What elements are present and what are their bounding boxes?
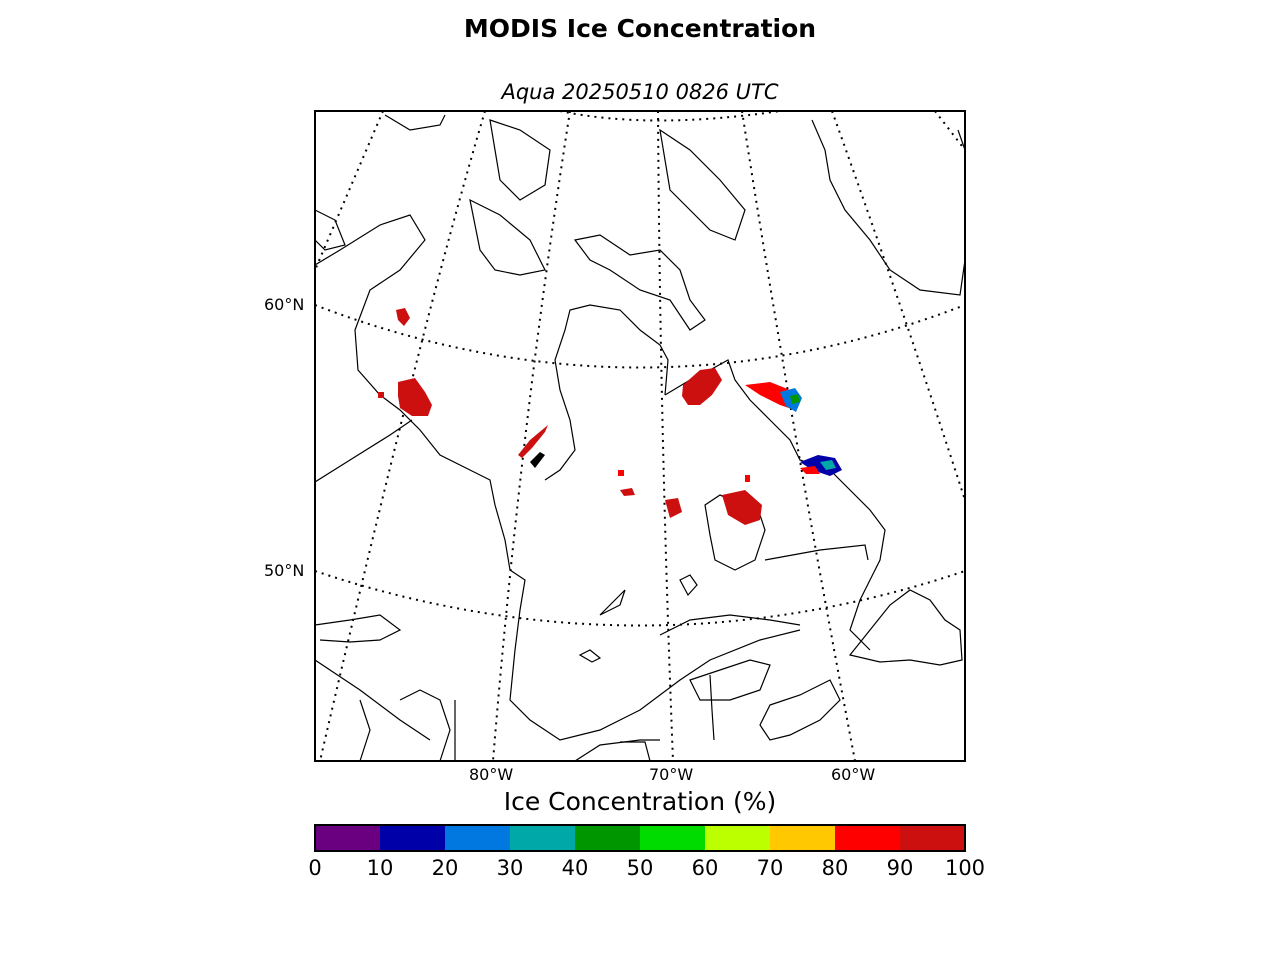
colorbar-segment <box>770 825 836 851</box>
meridian-80w-line <box>492 111 571 761</box>
parallel-60n-line <box>315 304 965 369</box>
ice-patch-labrador-green <box>790 394 800 404</box>
ice-patch-interior-1 <box>665 498 682 518</box>
nova-scotia-coast <box>759 679 841 741</box>
gulf-stlawrence-north-coast <box>659 614 801 636</box>
colorbar-segment <box>640 825 706 851</box>
colorbar-tick-label: 80 <box>821 856 849 880</box>
map-title: MODIS Ice Concentration <box>463 14 817 43</box>
hudson-bay-east-coast <box>544 304 669 481</box>
southampton-island-coast <box>469 198 546 276</box>
colorbar-segment <box>900 825 966 851</box>
nb-border <box>709 674 715 741</box>
us-canada-border <box>315 659 431 741</box>
map-frame-bg <box>315 111 965 761</box>
colorbar-label: Ice Concentration (%) <box>503 787 777 816</box>
ice-patch-smallwood <box>722 490 762 525</box>
colorbar-segment <box>575 825 641 851</box>
colorbar-tick-label: 100 <box>944 856 986 880</box>
lon-label-60w: 60°W <box>831 765 876 784</box>
parallel-70n-line <box>559 111 781 122</box>
colorbar-segment <box>380 825 446 851</box>
ice-patches <box>378 308 842 525</box>
colorbar <box>315 825 966 851</box>
colorbar-tick-label: 60 <box>691 856 719 880</box>
colorbar-segment <box>835 825 901 851</box>
ice-patch-james-bay <box>398 378 432 416</box>
ice-patch-hudson-bay-east <box>518 425 548 458</box>
colorbar-segment <box>705 825 771 851</box>
colorbar-segment <box>510 825 576 851</box>
newfoundland-coast <box>848 589 963 666</box>
lon-label-70w: 70°W <box>649 765 694 784</box>
colorbar-segment <box>315 825 381 851</box>
meridian-50w-line <box>934 111 965 151</box>
hudson-bay-coast <box>315 214 801 741</box>
parallel-50n-line <box>315 570 965 627</box>
ice-patch-interior-4 <box>745 475 750 482</box>
lake-superior-shore <box>315 614 402 643</box>
ice-patch-ungava-bay <box>682 368 722 405</box>
colorbar-tick-label: 30 <box>496 856 524 880</box>
lake-michigan-shore <box>359 699 371 761</box>
ice-patch-labrador-red <box>800 466 820 474</box>
colorbar-segment <box>445 825 511 851</box>
ice-patch-labrador-teal <box>820 460 836 470</box>
reservoir-shore <box>599 589 626 616</box>
baffin-south-coast <box>573 234 706 331</box>
map-content <box>315 111 965 761</box>
lake-huron-shore <box>399 689 451 761</box>
colorbar-border <box>314 824 966 852</box>
ice-patch-hudson-bay-west <box>396 308 410 326</box>
colorbar-tick-label: 0 <box>308 856 322 880</box>
manicouagan-shore <box>679 574 698 597</box>
colorbar-tick-label: 20 <box>431 856 459 880</box>
baffin-north-coast <box>659 128 746 241</box>
arctic-islands-coast <box>384 114 446 131</box>
meridian-90w-line <box>315 111 384 271</box>
map-subtitle: Aqua 20250510 0826 UTC <box>501 80 779 104</box>
greenland-coast <box>811 119 965 296</box>
map-border <box>314 110 966 762</box>
manitoba-ontario-border <box>315 419 413 483</box>
ice-patch-interior-3 <box>618 470 624 476</box>
melville-peninsula-coast <box>489 119 551 201</box>
quebec-labrador-border <box>764 544 869 561</box>
colorbar-tick-label: 10 <box>366 856 394 880</box>
arctic-mainland-coast <box>315 209 346 251</box>
lat-label-60n: 60°N <box>264 295 305 314</box>
meridian-55w-line <box>831 111 965 501</box>
ne-border <box>620 741 651 761</box>
gaspe-coast <box>689 659 771 701</box>
small-lake-shore <box>578 649 602 663</box>
meridian-70w-line <box>657 111 674 761</box>
ice-patch-interior-2 <box>620 488 635 496</box>
lon-label-80w: 80°W <box>469 765 514 784</box>
lat-label-50n: 50°N <box>264 561 305 580</box>
island-belcher <box>530 452 545 468</box>
colorbar-tick-label: 90 <box>886 856 914 880</box>
colorbar-tick-label: 50 <box>626 856 654 880</box>
ice-patch-small-1 <box>378 392 384 398</box>
colorbar-tick-label: 70 <box>756 856 784 880</box>
colorbar-tick-label: 40 <box>561 856 589 880</box>
